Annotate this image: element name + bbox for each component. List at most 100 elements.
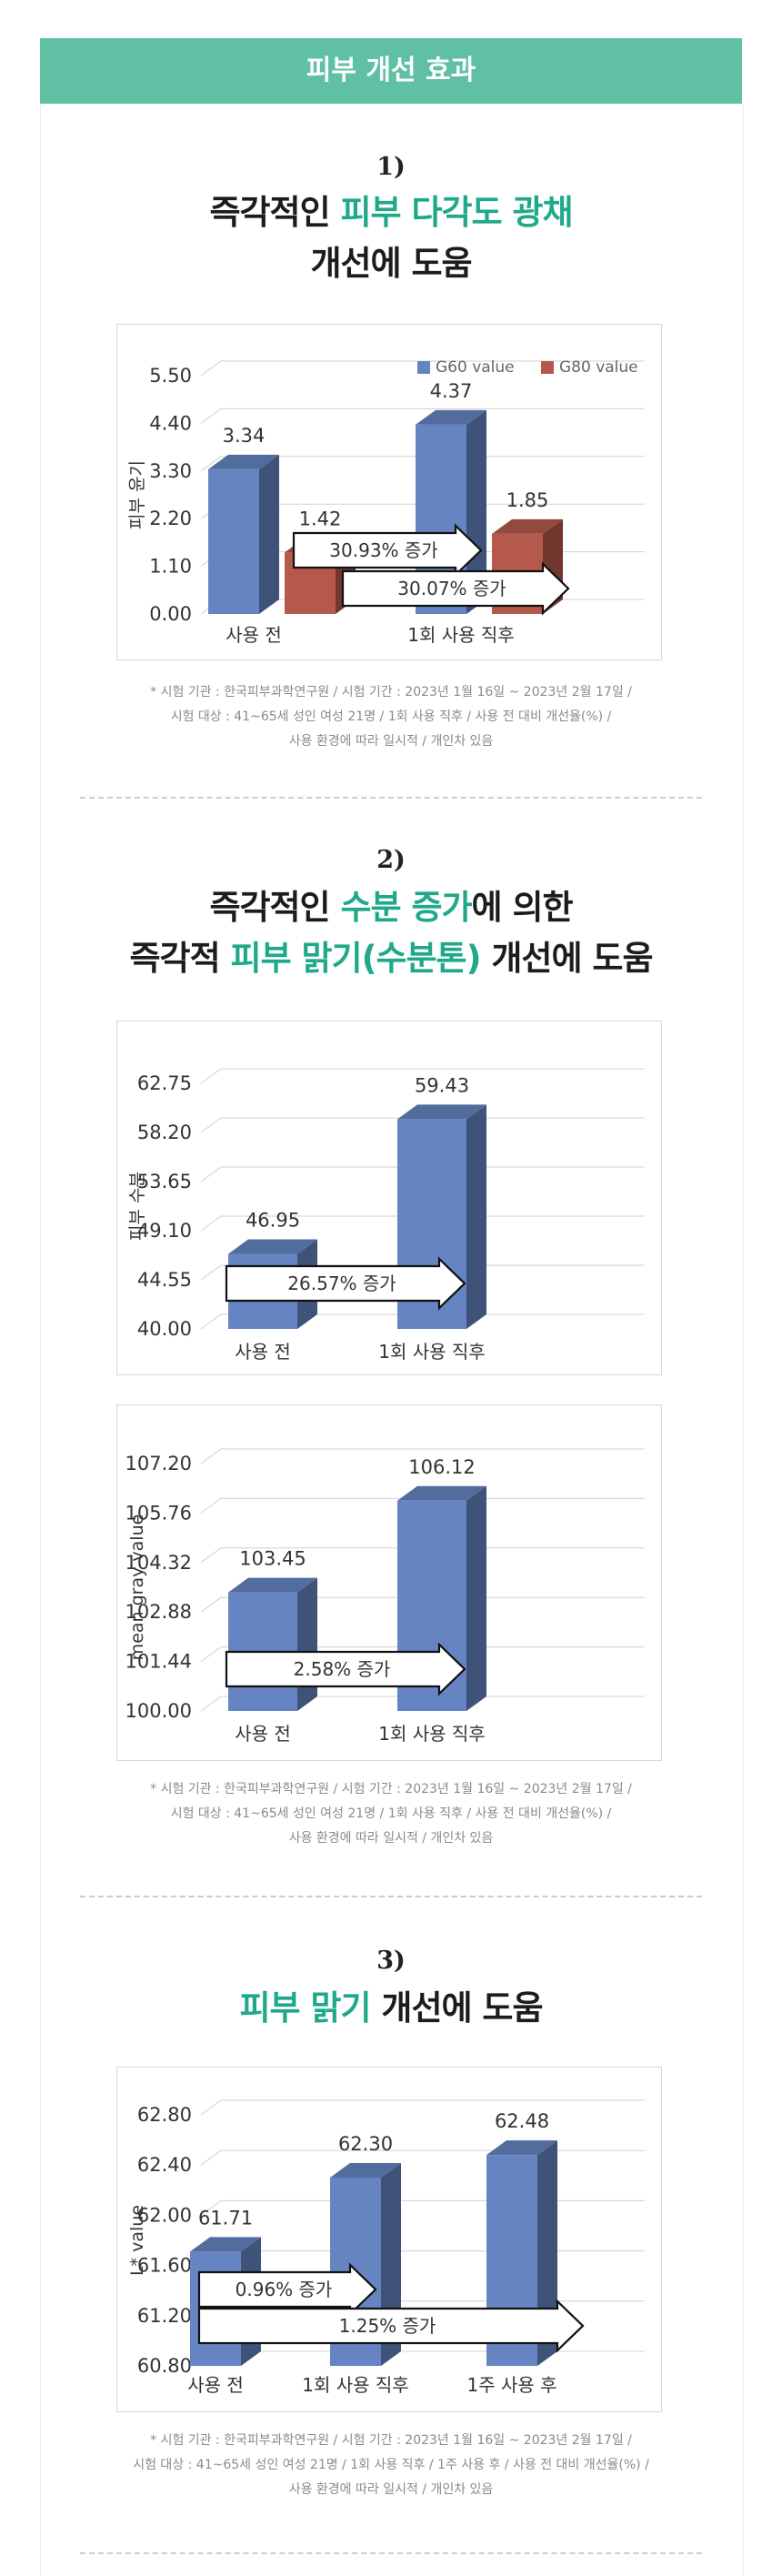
bar-side bbox=[466, 1485, 486, 1711]
bar-top bbox=[330, 2163, 401, 2178]
data-label: 62.48 bbox=[495, 2110, 549, 2132]
bar-top bbox=[190, 2237, 261, 2252]
section1-heading-line2: 개선에 도움 bbox=[310, 244, 472, 283]
increase-arrow bbox=[292, 523, 483, 578]
gridline bbox=[200, 1166, 222, 1182]
section2-number: 2) bbox=[376, 846, 406, 874]
section2-heading: 즉각적인 수분 증가에 의한 즉각적 피부 맑기(수분톤) 개선에 도움 bbox=[0, 882, 782, 984]
gridline bbox=[200, 1264, 222, 1281]
chart-mean-gray: 100.00 101.44 102.88 104.32 105.76 107.20 mean… bbox=[116, 1404, 662, 1761]
increase-label: 0.96% 증가 bbox=[236, 2279, 333, 2300]
gridline bbox=[200, 2199, 222, 2216]
note-line: 사용 환경에 따라 일시적 / 개인차 있음 bbox=[288, 734, 494, 749]
x-tick-label: 1주 사용 후 bbox=[466, 2374, 556, 2396]
y-tick-label: 3.30 bbox=[149, 460, 192, 482]
increase-arrow bbox=[197, 2299, 585, 2353]
legend-swatch bbox=[417, 361, 430, 374]
y-tick-label: 62.75 bbox=[137, 1072, 192, 1094]
bar-top bbox=[208, 454, 279, 469]
y-axis-title: 피부 윤기 bbox=[127, 460, 147, 529]
increase-arrow bbox=[341, 561, 570, 616]
y-tick-label: 44.55 bbox=[137, 1269, 192, 1291]
section3-heading: 피부 맑기 개선에 도움 bbox=[0, 1983, 782, 2034]
bar-top bbox=[486, 2140, 557, 2156]
y-tick-label: 60.80 bbox=[137, 2355, 192, 2377]
chart-skin-gloss: 0.00 1.10 2.20 3.30 4.40 5.50 피부 윤기 사용 전 3.34 1.4… bbox=[116, 324, 662, 660]
gridline bbox=[200, 1547, 222, 1564]
bar-side bbox=[466, 1104, 486, 1329]
y-tick-label: 58.20 bbox=[137, 1122, 192, 1143]
data-label: 46.95 bbox=[246, 1210, 300, 1232]
legend-label: G60 value bbox=[436, 358, 515, 377]
gridline bbox=[200, 360, 222, 377]
y-tick-label: 49.10 bbox=[137, 1220, 192, 1242]
section2-heading2-pre: 즉각적 bbox=[129, 939, 231, 978]
legend-label: G80 value bbox=[559, 358, 638, 377]
section1-number: 1) bbox=[376, 153, 406, 181]
increase-label: 26.57% 증가 bbox=[287, 1273, 396, 1294]
chart-l-value-svg: 60.80 61.20 61.60 62.00 62.40 62.80 L* value 사용… bbox=[127, 2099, 645, 2396]
data-label: 1.85 bbox=[506, 489, 549, 511]
bar-top bbox=[228, 1239, 317, 1254]
note-line: 사용 환경에 따라 일시적 / 개인차 있음 bbox=[288, 2482, 494, 2497]
gridline bbox=[200, 1215, 222, 1232]
data-label: 4.37 bbox=[430, 380, 473, 402]
gridline bbox=[200, 1646, 222, 1663]
bar-top bbox=[397, 1104, 486, 1120]
note-line: * 시험 기관 : 한국피부과학연구원 / 시험 기간 : 2023년 1월 1… bbox=[150, 1782, 632, 1796]
y-tick-label: 101.44 bbox=[125, 1651, 192, 1673]
section1-note: * 시험 기관 : 한국피부과학연구원 / 시험 기간 : 2023년 1월 1… bbox=[0, 680, 782, 754]
section1-heading: 즉각적인 피부 다각도 광채 개선에 도움 bbox=[0, 187, 782, 289]
gridline bbox=[200, 1313, 222, 1330]
gridline bbox=[200, 1448, 222, 1464]
y-tick-label: 61.60 bbox=[137, 2255, 192, 2277]
section3-heading-post: 개선에 도움 bbox=[370, 1988, 543, 2028]
gridline bbox=[200, 1117, 222, 1133]
y-tick-label: 40.00 bbox=[137, 1318, 192, 1340]
y-tick-label: 2.20 bbox=[149, 508, 192, 529]
section3-note: * 시험 기관 : 한국피부과학연구원 / 시험 기간 : 2023년 1월 1… bbox=[0, 2429, 782, 2502]
section3-number: 3) bbox=[376, 1947, 406, 1975]
increase-arrow bbox=[225, 1256, 466, 1311]
note-line: 사용 환경에 따라 일시적 / 개인차 있음 bbox=[288, 1831, 494, 1846]
bar-top bbox=[228, 1577, 317, 1593]
gridline bbox=[200, 2149, 222, 2166]
y-tick-label: 107.20 bbox=[125, 1453, 192, 1474]
data-label: 1.42 bbox=[299, 508, 342, 529]
gridline bbox=[200, 408, 222, 424]
bar-top bbox=[416, 409, 486, 425]
section-divider bbox=[80, 797, 702, 799]
section2-heading2-post: 개선에 도움 bbox=[480, 939, 653, 978]
section2-heading-pre: 즉각적인 bbox=[209, 888, 341, 927]
x-tick-label: 사용 전 bbox=[235, 1341, 291, 1363]
note-line: 시험 대상 : 41~65세 성인 여성 21명 / 1회 사용 직후 / 1주… bbox=[133, 2458, 649, 2472]
y-tick-label: 62.80 bbox=[137, 2104, 192, 2126]
section1-heading-highlight: 피부 다각도 광채 bbox=[340, 193, 574, 232]
section1-heading-pre: 즉각적인 bbox=[209, 193, 341, 232]
section2-heading2-highlight: 피부 맑기(수분톤) bbox=[230, 939, 482, 978]
data-label: 106.12 bbox=[408, 1456, 475, 1478]
increase-arrow bbox=[197, 2262, 377, 2317]
section3-heading-highlight: 피부 맑기 bbox=[239, 1988, 371, 2028]
increase-label: 30.93% 증가 bbox=[329, 539, 437, 561]
x-tick-label: 1회 사용 직후 bbox=[302, 2374, 408, 2396]
y-tick-label: 4.40 bbox=[149, 412, 192, 434]
data-label: 61.71 bbox=[198, 2207, 253, 2229]
bar-top bbox=[492, 518, 563, 534]
x-tick-label: 사용 전 bbox=[235, 1723, 291, 1745]
chart-l-value: 60.80 61.20 61.60 62.00 62.40 62.80 L* value 사용… bbox=[116, 2067, 662, 2412]
y-tick-label: 61.20 bbox=[137, 2305, 192, 2327]
gridline bbox=[200, 1068, 222, 1084]
data-label: 103.45 bbox=[239, 1548, 306, 1570]
y-tick-label: 102.88 bbox=[125, 1601, 192, 1623]
x-tick-label: 사용 전 bbox=[187, 2374, 244, 2396]
section-divider bbox=[80, 1896, 702, 1897]
chart-skin-moisture: 40.00 44.55 49.10 53.65 58.20 62.75 피부 수분 사용 전 4… bbox=[116, 1021, 662, 1375]
gridline bbox=[200, 1497, 222, 1514]
legend-swatch bbox=[541, 361, 554, 374]
note-line: 시험 대상 : 41~65세 성인 여성 21명 / 1회 사용 직후 / 사용… bbox=[170, 709, 612, 724]
y-tick-label: 1.10 bbox=[149, 556, 192, 578]
y-tick-label: 62.40 bbox=[137, 2154, 192, 2176]
bar bbox=[208, 468, 259, 614]
